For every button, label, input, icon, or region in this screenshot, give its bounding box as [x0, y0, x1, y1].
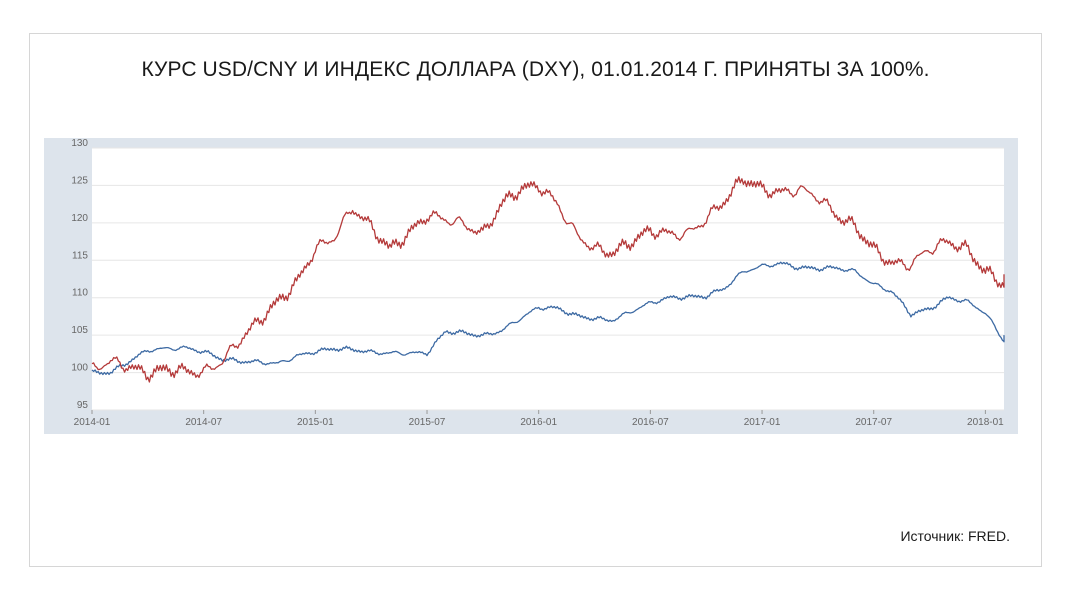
line-chart: 95 100 105 110 115 120 125 130 2014-01 2014-07 201…: [71, 138, 1005, 428]
x-tick-label: 2017-01: [744, 417, 781, 428]
y-tick-label: 95: [77, 400, 89, 411]
x-tick-label: 2015-01: [297, 417, 334, 428]
x-tick-label: 2015-07: [409, 417, 446, 428]
y-tick-label: 130: [71, 138, 88, 149]
y-tick-label: 110: [72, 288, 88, 299]
x-tick-label: 2018-01: [967, 417, 1004, 428]
y-tick-label: 100: [71, 363, 88, 374]
x-tick-label: 2017-07: [855, 417, 892, 428]
chart-title: КУРС USD/CNY И ИНДЕКС ДОЛЛАРА (DXY), 01.…: [141, 58, 930, 81]
chart-frame: 95 100 105 110 115 120 125 130 2014-01 2014-07 201…: [44, 138, 1018, 434]
x-tick-label: 2016-07: [632, 417, 669, 428]
series-line-usdcny: [91, 261, 1005, 376]
plot-area: [92, 148, 1004, 410]
y-tick-label: 120: [71, 213, 88, 224]
x-tick-label: 2014-01: [74, 417, 111, 428]
x-tick-label: 2014-07: [185, 417, 222, 428]
y-tick-label: 105: [71, 325, 88, 336]
chart-card: КУРС USD/CNY И ИНДЕКС ДОЛЛАРА (DXY), 01.…: [29, 33, 1042, 567]
y-tick-label: 115: [72, 250, 88, 261]
x-tick-label: 2016-01: [520, 417, 557, 428]
source-note: Источник: FRED.: [900, 528, 1010, 544]
series-line-dxy: [91, 176, 1005, 383]
y-tick-label: 125: [71, 175, 88, 186]
